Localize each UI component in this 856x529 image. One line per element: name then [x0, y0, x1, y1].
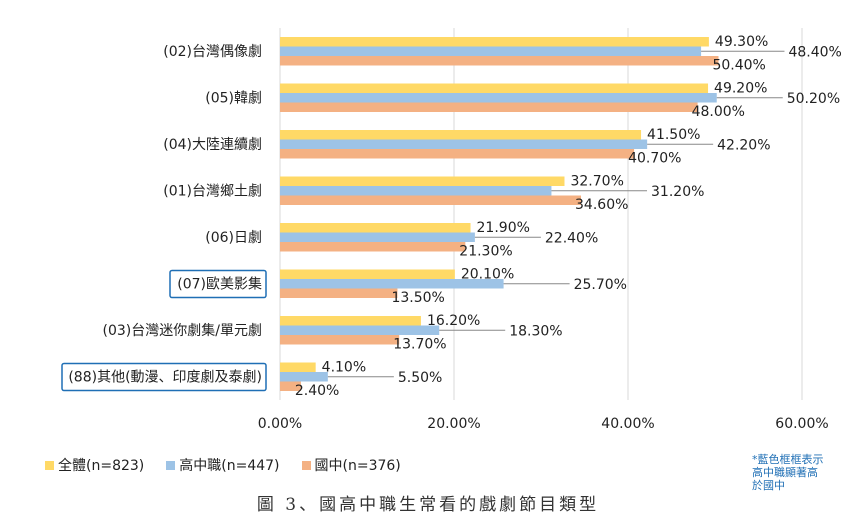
x-tick-label: 0.00%	[258, 416, 302, 432]
bar-junior-high	[280, 381, 301, 391]
data-label: 22.40%	[545, 230, 598, 246]
data-label: 34.60%	[575, 197, 628, 213]
bar-all	[280, 269, 455, 279]
bar-chart: 0.00% 20.00% 40.00% 60.00% (02)台灣偶像劇 49.30% 50…	[61, 28, 842, 432]
x-tick-label: 60.00%	[775, 416, 828, 432]
data-label: 42.20%	[717, 137, 770, 153]
bar-all	[280, 362, 316, 372]
data-label: 50.20%	[787, 91, 840, 107]
legend-label: 全體(n=823)	[58, 458, 145, 474]
data-label: 31.20%	[651, 184, 704, 200]
category-label: (06)日劇	[205, 230, 262, 246]
figure-caption: 圖 3、國高中職生常看的戲劇節目類型	[256, 495, 600, 515]
legend-item-junior-high: 國中(n=376)	[301, 455, 401, 475]
data-label: 18.30%	[509, 323, 562, 339]
category-label: (88)其他(動漫、印度劇及泰劇)	[68, 370, 262, 386]
bar-junior-high	[280, 195, 582, 205]
bar-senior-vocational	[280, 93, 717, 103]
bar-all	[280, 37, 709, 47]
data-label: 48.40%	[788, 44, 841, 60]
bar-junior-high	[280, 149, 635, 159]
bar-senior-vocational	[280, 186, 552, 196]
bar-all	[280, 83, 709, 93]
data-label: 20.10%	[461, 267, 514, 283]
legend-label: 高中職(n=447)	[179, 458, 280, 474]
legend: 全體(n=823) 高中職(n=447) 國中(n=376)	[45, 455, 401, 475]
bar-all	[280, 223, 471, 233]
bar-senior-vocational	[280, 372, 328, 382]
legend-swatch	[166, 461, 176, 470]
data-label: 2.40%	[295, 383, 339, 399]
note-line: 於國中	[752, 479, 785, 492]
data-label: 50.40%	[712, 58, 765, 74]
category-label: (07)歐美影集	[177, 276, 262, 293]
data-label: 49.30%	[715, 34, 768, 50]
data-label: 40.70%	[628, 151, 681, 167]
data-label: 48.00%	[692, 104, 745, 120]
legend-swatch	[301, 461, 311, 470]
data-label: 49.20%	[714, 81, 767, 97]
bar-senior-vocational	[280, 139, 648, 149]
note-line: *藍色框框表示	[752, 453, 824, 466]
category-label: (03)台灣迷你劇集/單元劇	[103, 322, 262, 339]
highlight-note: *藍色框框表示 高中職顯著高 於國中	[752, 453, 832, 492]
x-tick-label: 40.00%	[601, 416, 654, 432]
category-label: (05)韓劇	[205, 91, 262, 107]
data-label: 16.20%	[427, 313, 480, 329]
legend-item-senior-vocational: 高中職(n=447)	[166, 455, 280, 475]
data-label: 13.50%	[391, 290, 444, 306]
legend-swatch	[45, 461, 54, 470]
legend-label: 國中(n=376)	[314, 458, 401, 474]
bar-junior-high	[280, 335, 400, 345]
bar-senior-vocational	[280, 325, 440, 335]
bar-senior-vocational	[280, 232, 475, 242]
category-label: (04)大陸連續劇	[163, 137, 262, 153]
legend-item-all: 全體(n=823)	[45, 455, 144, 475]
x-tick-label: 20.00%	[427, 416, 480, 432]
bar-junior-high	[280, 102, 698, 112]
note-line: 高中職顯著高	[752, 466, 818, 479]
bar-junior-high	[280, 288, 398, 298]
data-label: 41.50%	[647, 127, 700, 143]
data-label: 21.30%	[459, 244, 512, 260]
bar-junior-high	[280, 56, 719, 66]
bar-senior-vocational	[280, 46, 702, 56]
data-label: 32.70%	[570, 174, 623, 190]
bar-senior-vocational	[280, 279, 504, 289]
highlight-box	[169, 269, 267, 299]
data-label: 5.50%	[398, 370, 442, 386]
data-label: 21.90%	[477, 220, 530, 236]
bar-all	[280, 176, 565, 186]
data-label: 4.10%	[322, 360, 366, 376]
bar-all	[280, 316, 421, 326]
highlight-box	[61, 362, 267, 392]
bar-junior-high	[280, 242, 466, 252]
data-label: 13.70%	[393, 337, 446, 353]
data-label: 25.70%	[574, 277, 627, 293]
category-label: (02)台灣偶像劇	[163, 44, 262, 60]
category-label: (01)台灣鄉土劇	[163, 184, 262, 200]
bar-all	[280, 130, 642, 140]
